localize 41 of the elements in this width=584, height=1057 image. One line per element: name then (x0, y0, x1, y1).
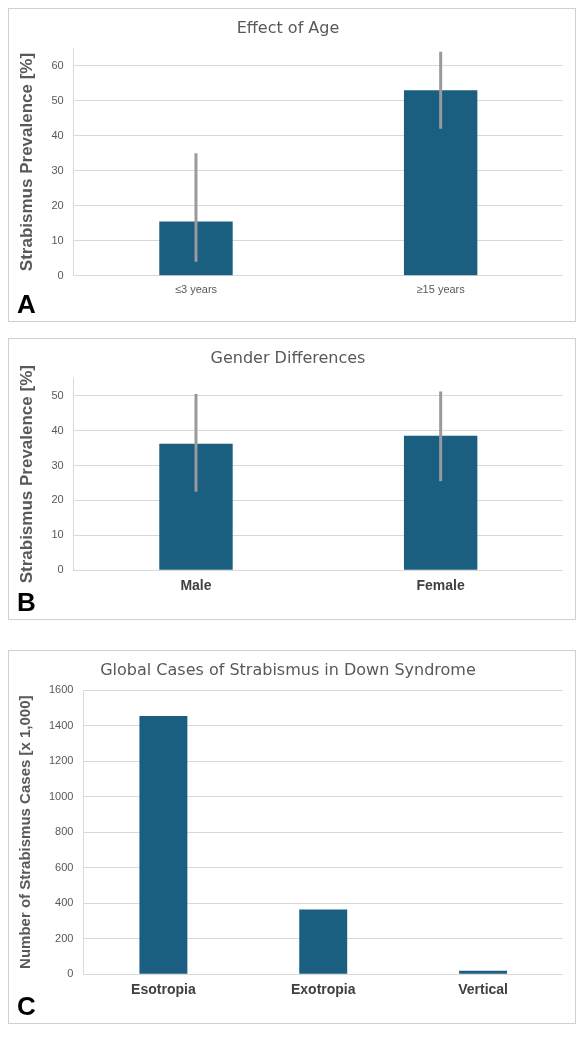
bar (139, 715, 188, 974)
x-tick-label: Vertical (458, 981, 508, 998)
y-tick-label: 600 (55, 860, 74, 873)
y-axis-title: Number of Strabismus Cases [x 1,000] (16, 695, 34, 969)
y-tick-label: 800 (55, 825, 74, 838)
y-tick-label: 0 (57, 268, 64, 281)
x-tick-label: Female (416, 577, 465, 594)
text: A (17, 289, 36, 320)
y-tick-label: 200 (55, 931, 74, 944)
y-tick-label: 50 (51, 388, 64, 401)
y-tick-label: 20 (51, 198, 64, 211)
chart-title: Gender Differences (210, 347, 366, 367)
y-tick-label: 1000 (48, 789, 74, 802)
chart-title: Global Cases of Strabismus in Down Syndrome (100, 659, 476, 679)
x-tick-label: Esotropia (131, 981, 196, 998)
x-tick-label: ≥15 years (416, 283, 466, 296)
bar (459, 970, 508, 974)
bar (299, 909, 348, 974)
y-tick-label: 0 (57, 563, 64, 576)
y-tick-label: 20 (51, 493, 64, 506)
y-tick-label: 30 (51, 163, 64, 176)
y-tick-label: 60 (51, 58, 64, 71)
y-tick-label: 30 (51, 458, 64, 471)
y-axis-title: Strabismus Prevalence [%] (16, 365, 36, 584)
y-tick-label: 40 (51, 423, 64, 436)
y-tick-label: 1400 (48, 718, 74, 731)
text: B (17, 587, 36, 618)
x-tick-label: Male (180, 577, 212, 594)
x-tick-label: ≤3 years (174, 283, 218, 296)
y-tick-label: 1200 (48, 754, 74, 767)
y-tick-label: 400 (55, 896, 74, 909)
chart-title: Effect of Age (236, 17, 340, 37)
y-tick-label: 40 (51, 128, 64, 141)
x-tick-label: Exotropia (290, 981, 356, 998)
text: C (17, 991, 36, 1022)
y-tick-label: 10 (51, 528, 64, 541)
y-tick-label: 10 (51, 233, 64, 246)
y-tick-label: 0 (67, 967, 74, 980)
y-tick-label: 1600 (48, 683, 74, 696)
y-axis-title: Strabismus Prevalence [%] (16, 52, 36, 272)
y-tick-label: 50 (51, 93, 64, 106)
